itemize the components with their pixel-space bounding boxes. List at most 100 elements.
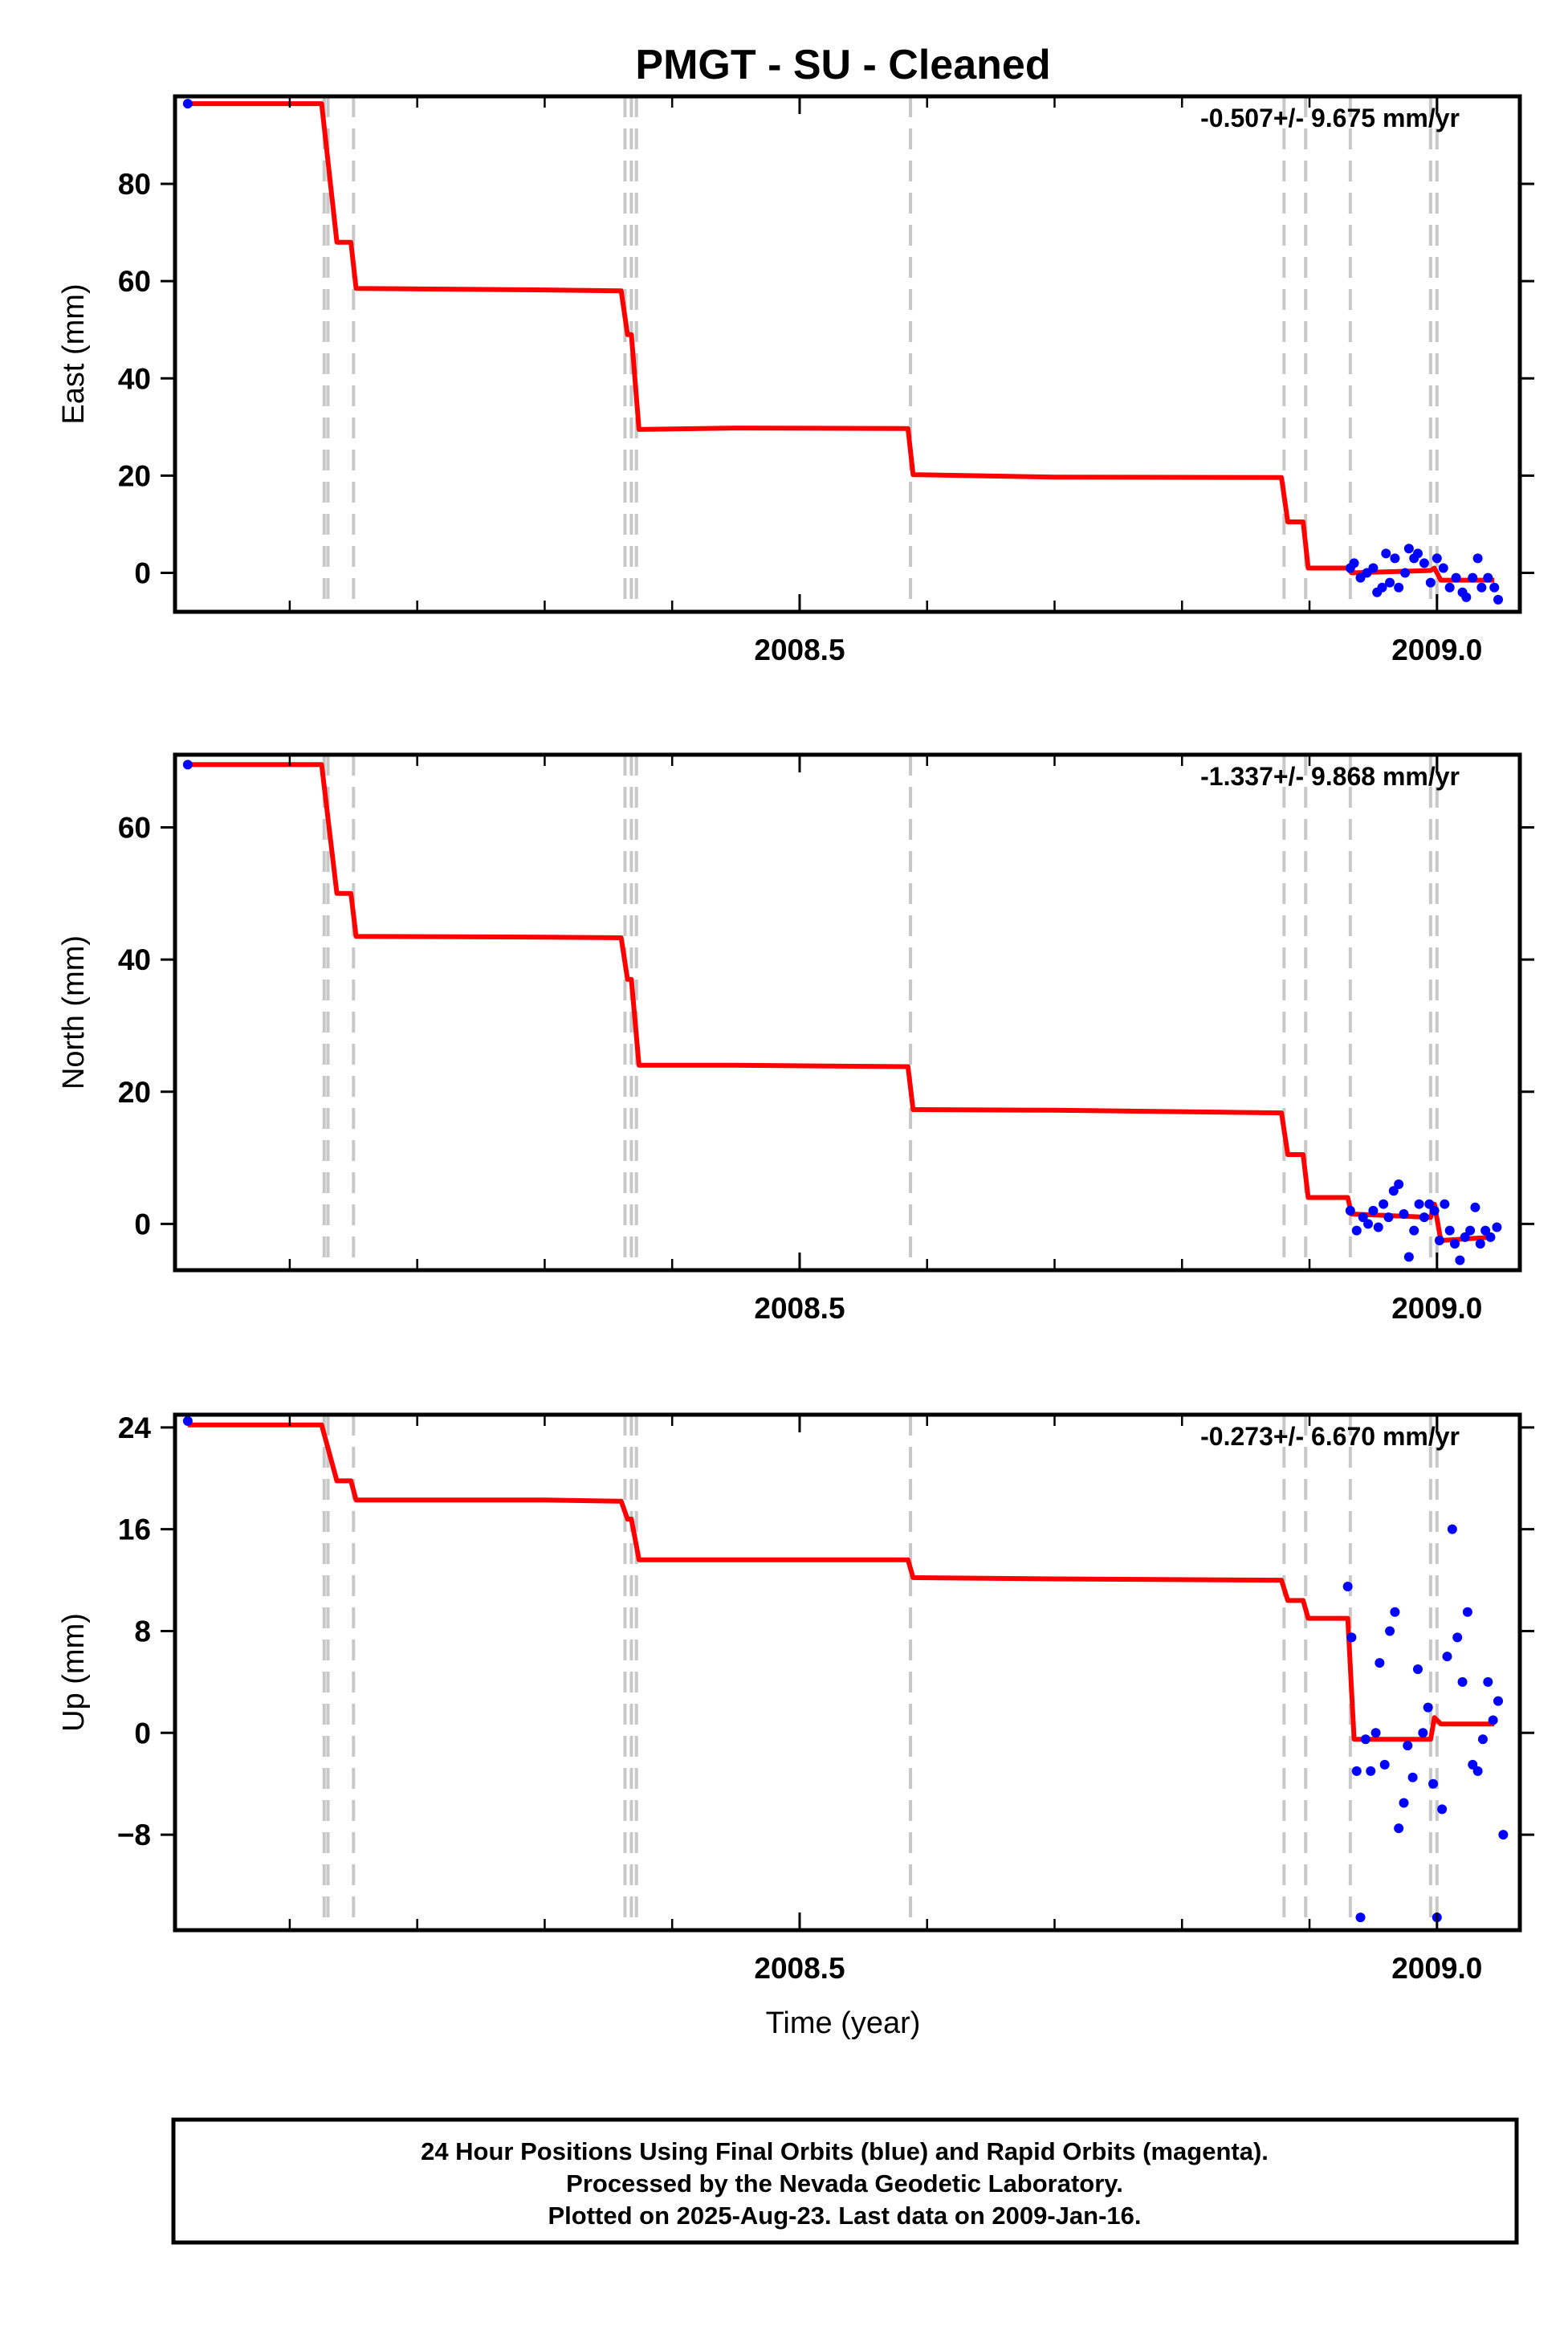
final-orbit-point	[1360, 1734, 1370, 1745]
panel-up: 2008.5 2009.0 −8 0 8 16 24 Up (mm) -0.273+/- 6.6…	[57, 1411, 1534, 1985]
y-axis-label-east: East (mm)	[57, 283, 91, 424]
y-tick-label: 8	[134, 1615, 151, 1648]
chart-title: PMGT - SU - Cleaned	[635, 42, 1050, 88]
y-tick-label: 60	[118, 265, 151, 298]
final-orbit-point	[182, 760, 193, 770]
final-orbit-point	[1462, 1607, 1472, 1617]
y-tick-label: 40	[118, 943, 151, 976]
final-orbit-point	[1432, 553, 1442, 564]
footer-line-2: Processed by the Nevada Geodetic Laborat…	[566, 2169, 1123, 2198]
final-orbit-point	[1342, 1582, 1353, 1591]
y-tick-label: 20	[118, 1076, 151, 1109]
x-tick-label: 2009.0	[1391, 633, 1482, 666]
final-orbit-point	[1403, 544, 1414, 554]
x-tick-label: 2008.5	[754, 1292, 845, 1325]
y-tick-label: 0	[134, 557, 151, 590]
y-tick-label: −8	[117, 1819, 151, 1851]
footer-line-1: 24 Hour Positions Using Final Orbits (bl…	[421, 2137, 1269, 2165]
final-orbit-point	[1455, 1255, 1465, 1265]
final-orbit-point	[1451, 572, 1461, 583]
y-tick-label: 0	[134, 1717, 151, 1750]
final-orbit-point	[1418, 1728, 1428, 1738]
final-orbit-point	[1403, 1741, 1413, 1751]
final-orbit-point	[1498, 1830, 1509, 1840]
final-orbit-point	[1375, 1658, 1385, 1668]
final-orbit-point	[1412, 1664, 1423, 1675]
final-orbit-point	[1476, 582, 1487, 593]
final-orbit-point	[1390, 1607, 1400, 1617]
final-orbit-point	[1377, 582, 1387, 593]
model-line-east	[187, 101, 1495, 583]
final-orbit-point	[1358, 1212, 1368, 1223]
final-orbit-point	[1400, 568, 1411, 578]
y-tick-label: 40	[118, 362, 151, 395]
final-orbit-point	[1429, 1205, 1440, 1216]
final-orbit-point	[1394, 582, 1404, 593]
final-orbit-point	[1351, 1225, 1362, 1236]
final-orbit-point	[1434, 1235, 1444, 1245]
rate-label-north: -1.337+/- 9.868 mm/yr	[1200, 762, 1460, 791]
panel-north: 2008.5 2009.0 0 20 40 60 North (mm) -1.337+/- 9…	[57, 752, 1534, 1325]
final-orbit-point	[1349, 558, 1359, 568]
final-orbit-point	[1370, 1728, 1381, 1738]
final-orbit-point	[1399, 1798, 1409, 1808]
y-axis-label-north: North (mm)	[57, 935, 91, 1090]
final-orbit-point	[1412, 548, 1423, 559]
final-orbit-point	[1379, 1199, 1389, 1209]
plot-area-east	[182, 96, 1504, 612]
final-orbit-point	[1485, 1232, 1496, 1242]
final-orbit-point	[1385, 1626, 1395, 1636]
x-tick-label: 2009.0	[1391, 1952, 1482, 1985]
final-orbit-point	[1440, 1199, 1450, 1209]
final-orbit-point	[1373, 1222, 1383, 1232]
final-orbit-point	[182, 99, 193, 109]
final-orbit-point	[1444, 1225, 1455, 1236]
final-orbit-point	[1483, 1676, 1493, 1687]
final-orbit-point	[1477, 1734, 1488, 1745]
y-tick-label: 20	[118, 459, 151, 492]
final-orbit-point	[1403, 1252, 1414, 1262]
final-orbit-point	[1444, 582, 1455, 593]
final-orbit-point	[1368, 1205, 1379, 1216]
model-line-up	[187, 1422, 1495, 1742]
final-orbit-point	[1480, 1225, 1491, 1236]
final-orbit-point	[1345, 1205, 1355, 1216]
final-orbit-point	[1472, 1766, 1483, 1776]
final-orbit-point	[182, 1416, 193, 1426]
final-orbit-point	[1379, 1759, 1390, 1770]
final-orbit-point	[1388, 1186, 1399, 1196]
final-orbit-point	[1450, 1239, 1460, 1249]
final-orbit-point	[1442, 1652, 1452, 1662]
plot-area-up	[182, 1415, 1509, 1930]
rate-label-east: -0.507+/- 9.675 mm/yr	[1200, 104, 1460, 132]
final-orbit-point	[1452, 1632, 1463, 1643]
footer-box: 24 Hour Positions Using Final Orbits (bl…	[171, 2117, 1519, 2245]
panel-frame-east	[173, 94, 1522, 614]
final-orbit-point	[1383, 1212, 1394, 1223]
final-orbit-point	[1399, 1209, 1409, 1220]
final-orbit-point	[1472, 553, 1483, 564]
final-orbit-point	[1438, 563, 1448, 573]
panel-east: 2008.5 2009.0 0 20 40 60 80 East (mm) -0.507+/- …	[57, 94, 1534, 666]
final-orbit-point	[1475, 1239, 1485, 1249]
x-tick-label: 2008.5	[754, 1952, 845, 1985]
footer-frame	[171, 2117, 1519, 2245]
final-orbit-point	[1424, 1199, 1435, 1209]
final-orbit-point	[1447, 1524, 1457, 1534]
final-orbit-point	[1461, 592, 1472, 602]
final-orbit-point	[1394, 1179, 1404, 1189]
final-orbit-point	[1407, 1772, 1418, 1782]
model-line-north	[187, 762, 1495, 1243]
final-orbit-point	[1351, 1766, 1362, 1776]
final-orbit-point	[1493, 1696, 1504, 1706]
final-orbit-point	[1409, 1225, 1419, 1236]
y-tick-label: 16	[118, 1513, 151, 1546]
x-tick-label: 2008.5	[754, 633, 845, 666]
final-orbit-point	[1355, 1912, 1366, 1923]
final-orbit-point	[1489, 582, 1500, 593]
y-tick-label: 24	[118, 1411, 152, 1444]
panel-frame-up	[173, 1412, 1522, 1933]
final-orbit-point	[1346, 1632, 1357, 1643]
rate-label-up: -0.273+/- 6.670 mm/yr	[1200, 1422, 1460, 1451]
